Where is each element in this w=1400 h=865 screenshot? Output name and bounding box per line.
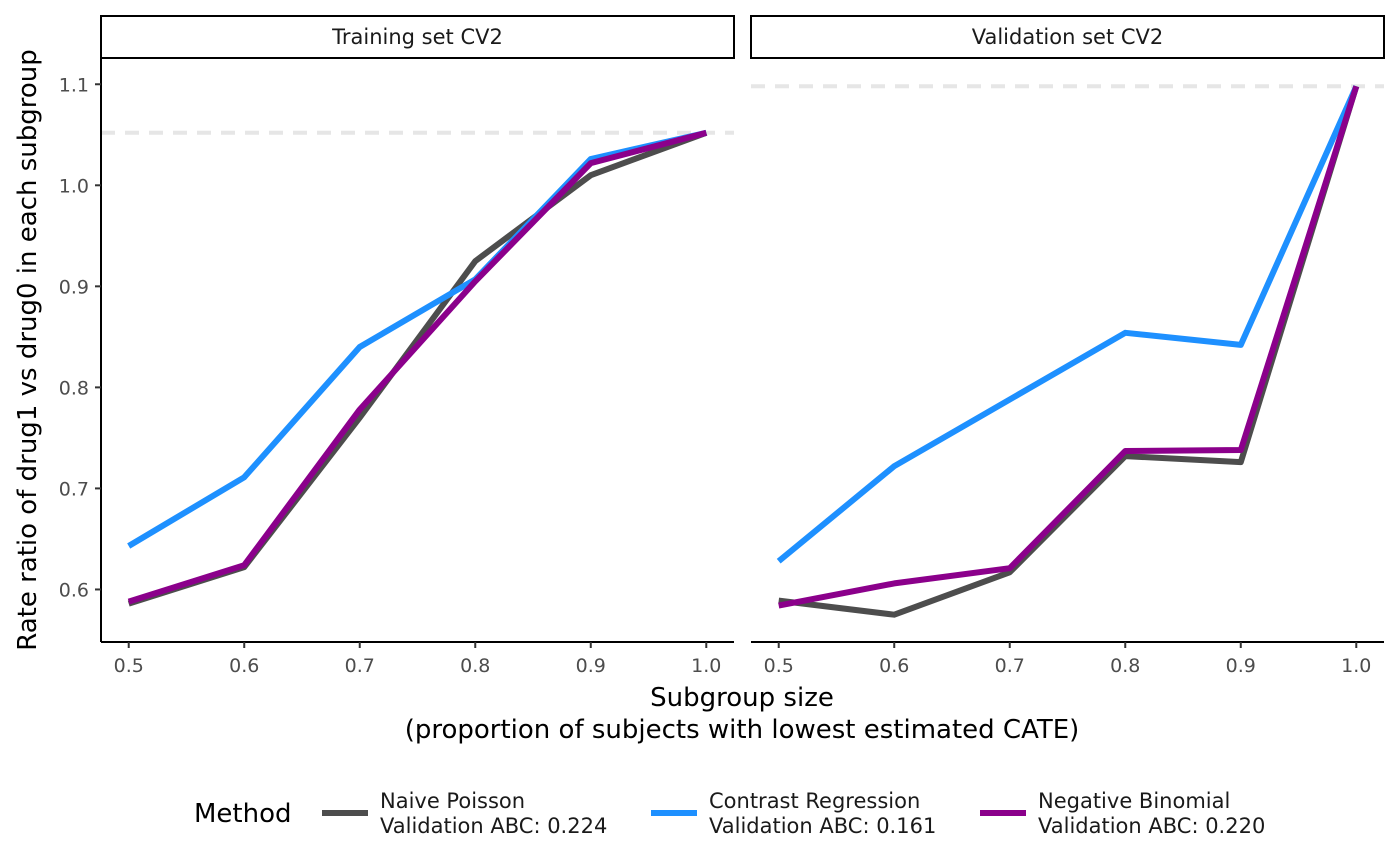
panel-training: 0.6 0.7 0.8 0.9 1.0 1.1 0.5 0.6 0.7 0.8 0.9 1.0: [59, 59, 734, 677]
x-tick-label: 0.8: [1110, 655, 1140, 677]
x-tick-label: 0.5: [114, 655, 144, 677]
legend-label-abc: Validation ABC: 0.161: [709, 814, 936, 838]
x-axis-subtitle: (proportion of subjects with lowest esti…: [405, 715, 1080, 745]
legend-title: Method: [194, 799, 292, 829]
panel-strip-label: Validation set CV2: [972, 25, 1164, 49]
x-tick-label: 0.7: [995, 655, 1025, 677]
legend-label-abc: Validation ABC: 0.220: [1038, 814, 1265, 838]
series-line-contrast-regression: [776, 85, 1360, 564]
series-line-naive-poisson: [127, 129, 708, 607]
legend-label-name: Negative Binomial: [1038, 789, 1230, 813]
y-tick-label: 0.8: [59, 377, 89, 399]
y-tick-label: 1.1: [59, 74, 89, 96]
x-tick-label: 1.0: [1341, 655, 1371, 677]
panel-validation: 0.5 0.6 0.7 0.8 0.9 1.0: [751, 84, 1384, 677]
series-line-negative-binomial: [778, 85, 1360, 609]
x-tick-label: 0.9: [576, 655, 606, 677]
panel-strip-label: Training set CV2: [331, 25, 503, 49]
y-axis-title: Rate ratio of drug1 vs drug0 in each sub…: [13, 49, 43, 651]
y-tick-label: 0.9: [59, 276, 89, 298]
x-tick-label: 0.7: [345, 655, 375, 677]
x-tick-label: 0.6: [229, 655, 259, 677]
legend-label-name: Naive Poisson: [380, 789, 525, 813]
panel-strip-validation: Validation set CV2: [750, 15, 1385, 59]
x-tick-label: 0.8: [460, 655, 490, 677]
x-tick-label: 0.9: [1226, 655, 1256, 677]
series-line-naive-poisson: [778, 85, 1360, 618]
x-tick-label: 1.0: [691, 655, 721, 677]
legend-label-name: Contrast Regression: [709, 789, 920, 813]
y-tick-label: 0.6: [59, 579, 89, 601]
series-line-contrast-regression: [127, 129, 707, 549]
legend-label-abc: Validation ABC: 0.224: [380, 814, 607, 838]
panel-strip-training: Training set CV2: [100, 15, 735, 59]
y-tick-label: 1.0: [59, 175, 89, 197]
x-axis-title: Subgroup size: [650, 683, 834, 713]
series-line-negative-binomial: [127, 129, 708, 605]
x-tick-label: 0.6: [879, 655, 909, 677]
x-tick-label: 0.5: [764, 655, 794, 677]
y-tick-label: 0.7: [59, 478, 89, 500]
